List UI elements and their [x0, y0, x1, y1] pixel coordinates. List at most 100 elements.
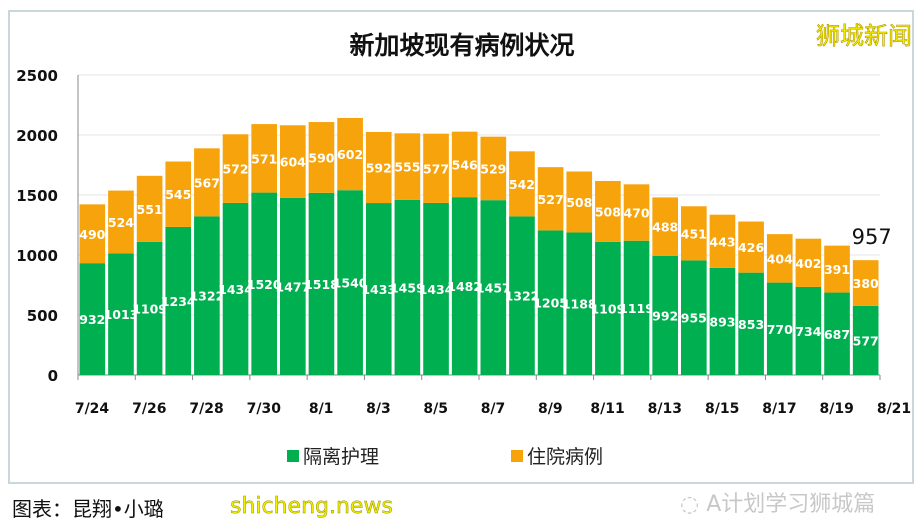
- data-label: 508: [566, 195, 592, 210]
- data-label: 1482: [447, 279, 482, 294]
- y-tick-label: 500: [27, 307, 58, 325]
- bar-hospital: [79, 204, 106, 264]
- data-label: 1433: [361, 282, 396, 297]
- data-label: 1434: [218, 282, 253, 297]
- data-label: 527: [538, 192, 564, 207]
- bar-isolation: [795, 286, 822, 375]
- legend-label: 住院病例: [527, 446, 603, 468]
- bar-hospital: [337, 117, 363, 191]
- legend-swatch: [287, 450, 299, 462]
- bar-isolation: [824, 292, 850, 375]
- bar-hospital: [709, 214, 736, 268]
- bar-isolation: [738, 272, 764, 375]
- x-tick-label: 8/5: [423, 401, 448, 417]
- bar-isolation: [337, 190, 363, 375]
- bar-isolation: [623, 240, 650, 375]
- data-label: 592: [366, 161, 392, 176]
- legend-swatch: [511, 450, 523, 462]
- data-label: 1119: [619, 301, 654, 316]
- data-label: 992: [652, 308, 678, 323]
- bar-isolation: [280, 197, 306, 375]
- bar-hospital: [136, 175, 163, 242]
- bar-isolation: [194, 216, 220, 375]
- data-label: 1109: [132, 301, 167, 316]
- bar-hospital: [852, 260, 879, 306]
- data-label: 542: [509, 177, 535, 192]
- bar-isolation: [509, 216, 535, 375]
- data-label: 488: [652, 220, 678, 235]
- bar-hospital: [824, 245, 850, 293]
- data-label: 551: [137, 202, 163, 217]
- data-label: 1322: [189, 289, 224, 304]
- x-tick-label: 7/24: [75, 401, 110, 417]
- x-tick-label: 8/7: [481, 401, 506, 417]
- bar-isolation: [451, 197, 478, 375]
- data-label: 1459: [390, 280, 425, 295]
- data-label: 443: [709, 234, 735, 249]
- y-tick-label: 2500: [16, 67, 58, 85]
- bar-isolation: [79, 263, 106, 375]
- bar-isolation: [251, 192, 277, 375]
- data-label: 1518: [304, 277, 339, 292]
- data-label: 571: [251, 151, 277, 166]
- bar-hospital: [394, 133, 421, 200]
- bar-isolation: [652, 255, 678, 375]
- x-tick-label: 7/28: [189, 401, 223, 417]
- bar-hospital: [108, 190, 134, 254]
- bar-isolation: [308, 192, 335, 375]
- bar-isolation: [108, 253, 134, 375]
- bar-isolation: [423, 202, 449, 375]
- wechat-account: ◌ A计划学习狮城篇: [680, 492, 876, 517]
- x-tick-label: 8/13: [648, 401, 682, 417]
- x-tick-label: 8/19: [820, 401, 854, 417]
- data-label: 380: [853, 276, 879, 291]
- bar-hospital: [365, 132, 392, 204]
- data-label: 470: [623, 206, 649, 221]
- data-label: 1188: [562, 297, 597, 312]
- bar-isolation: [480, 200, 507, 375]
- data-label: 567: [194, 175, 220, 190]
- data-label: 1434: [419, 282, 454, 297]
- bar-hospital: [595, 180, 621, 242]
- bar-isolation: [537, 230, 564, 375]
- x-tick-label: 8/1: [309, 401, 334, 417]
- bar-isolation: [165, 226, 192, 375]
- bar-isolation: [766, 282, 793, 375]
- bar-isolation: [595, 241, 621, 375]
- bar-isolation: [566, 232, 593, 375]
- data-label: 546: [452, 157, 478, 172]
- y-tick-label: 0: [48, 367, 58, 385]
- y-tick-label: 1500: [16, 187, 58, 205]
- bar-hospital: [308, 122, 335, 193]
- x-tick-label: 8/17: [762, 401, 796, 417]
- data-label: 490: [79, 227, 105, 242]
- bar-hospital: [194, 148, 220, 217]
- bar-hospital: [165, 161, 192, 227]
- data-label: 1477: [275, 279, 310, 294]
- bar-isolation: [852, 305, 879, 375]
- bar-hospital: [451, 131, 478, 198]
- total-annotation: 957: [852, 225, 892, 249]
- bar-hospital: [222, 134, 249, 203]
- data-label: 555: [394, 160, 420, 175]
- bar-hospital: [766, 234, 793, 283]
- bar-isolation: [136, 241, 163, 375]
- bar-hospital: [509, 151, 535, 217]
- data-label: 932: [79, 312, 105, 327]
- bar-hospital: [623, 184, 650, 241]
- x-tick-label: 8/9: [538, 401, 563, 417]
- data-label: 893: [709, 314, 735, 329]
- bar-isolation: [222, 202, 249, 375]
- data-label: 1109: [590, 301, 625, 316]
- watermark: shicheng.news: [230, 494, 393, 520]
- bar-hospital: [423, 133, 449, 203]
- bar-isolation: [709, 267, 736, 375]
- data-label: 1234: [161, 294, 196, 309]
- data-label: 602: [337, 147, 363, 162]
- legend-label: 隔离护理: [303, 446, 379, 468]
- bar-hospital: [480, 136, 507, 201]
- x-tick-label: 8/3: [366, 401, 391, 417]
- bar-hospital: [537, 167, 564, 231]
- bar-hospital: [795, 238, 822, 287]
